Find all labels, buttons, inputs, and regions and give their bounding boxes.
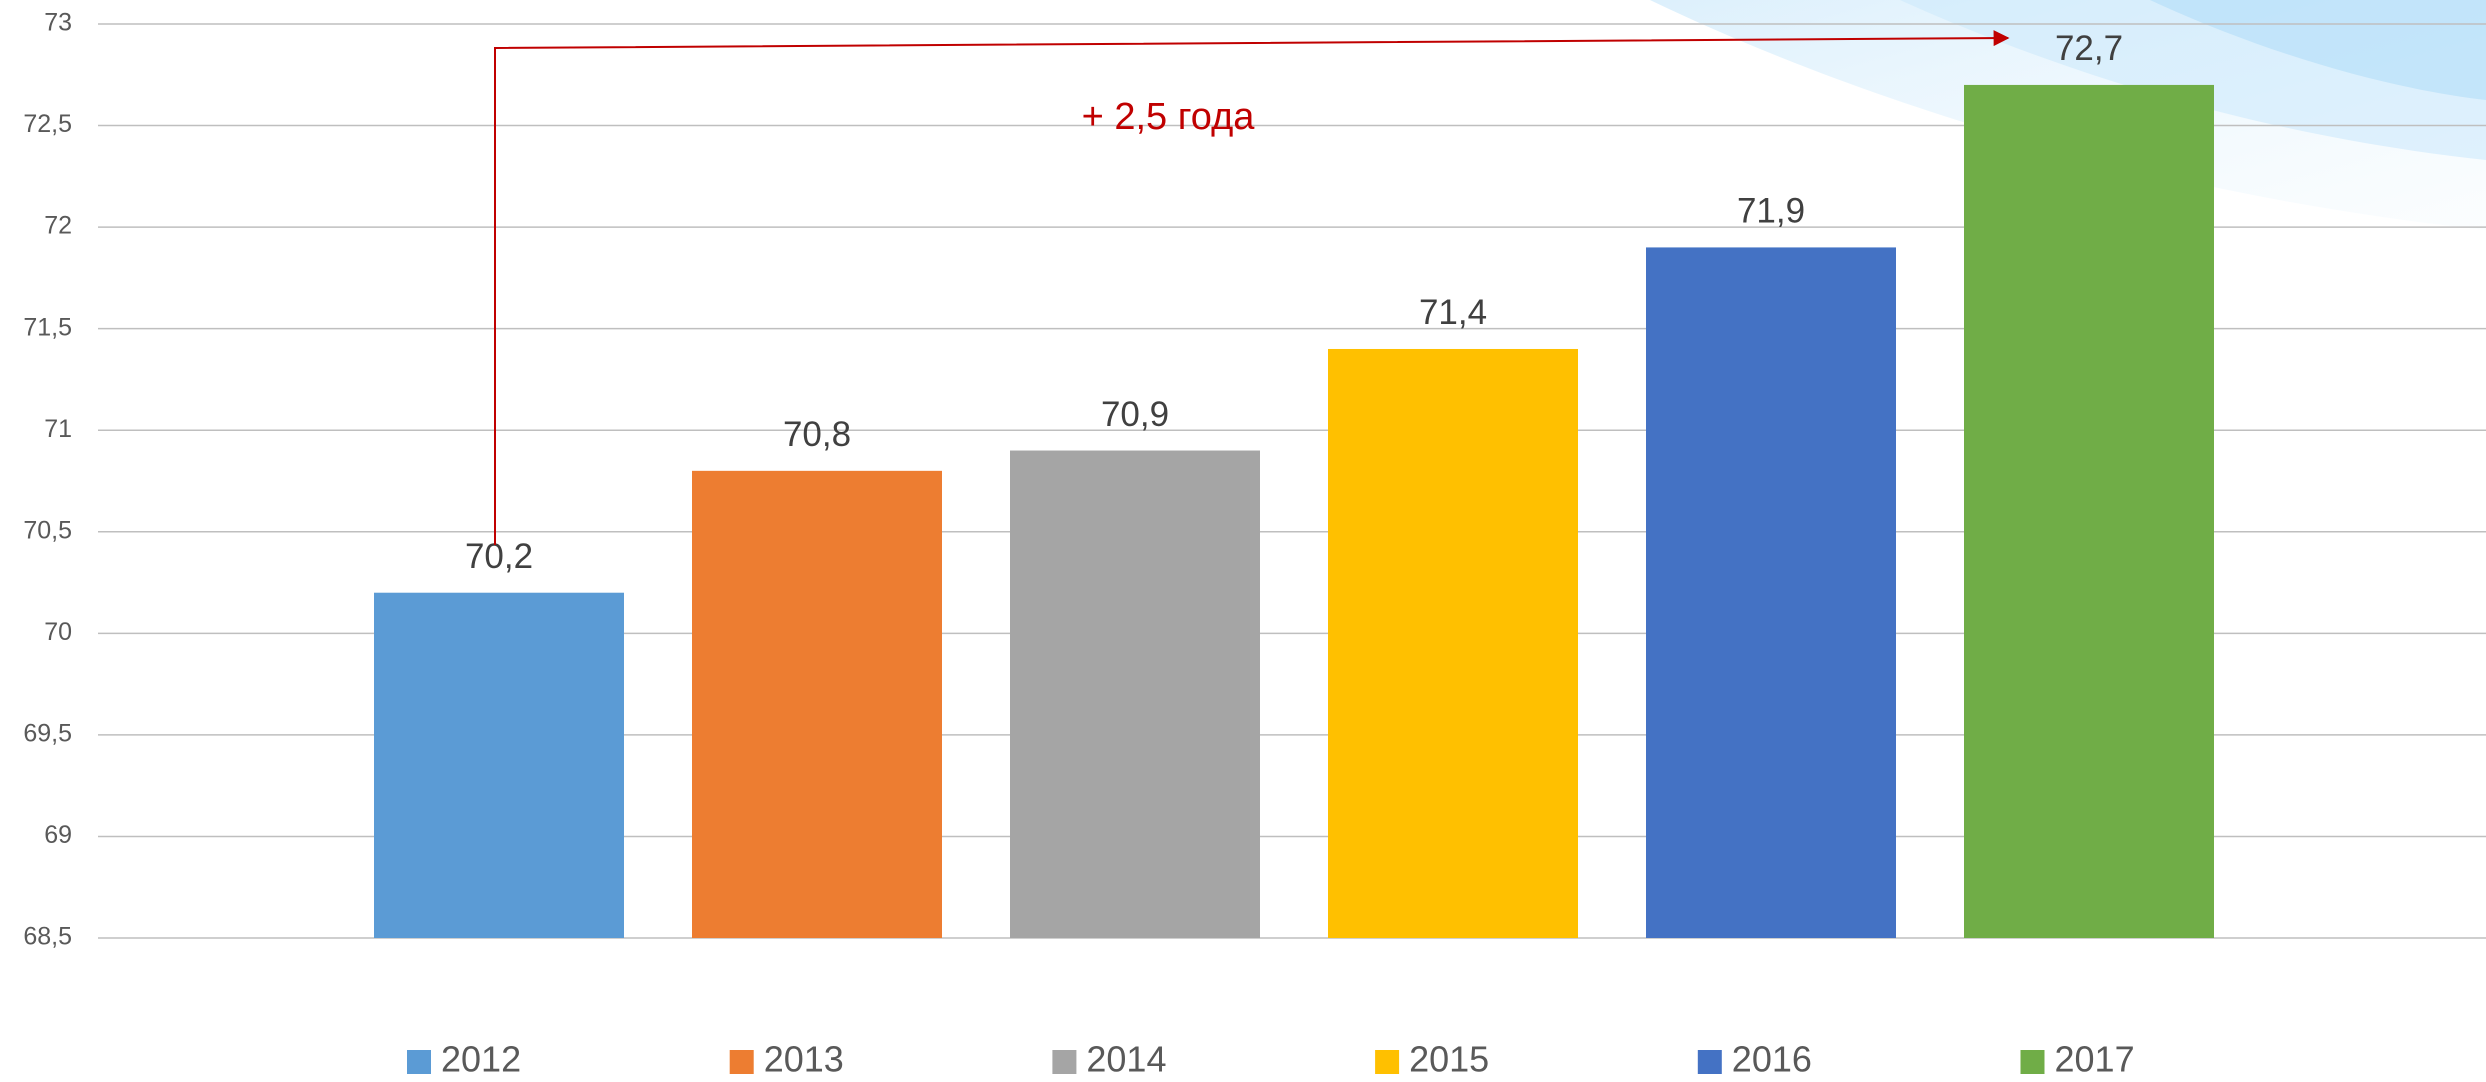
data-label: 70,9 — [1101, 395, 1169, 434]
legend-swatch — [729, 1050, 754, 1074]
bar — [692, 470, 942, 938]
y-tick-label: 73 — [44, 9, 72, 37]
legend-swatch — [2020, 1050, 2045, 1074]
legend-label: 2014 — [1086, 1039, 1166, 1080]
y-tick-label: 70 — [44, 618, 72, 646]
data-label: 70,2 — [465, 537, 533, 576]
y-tick-label: 71,5 — [23, 313, 72, 341]
data-label: 71,9 — [1737, 192, 1805, 231]
bar — [1646, 247, 1896, 938]
legend-label: 2012 — [441, 1039, 521, 1080]
legend-label: 2013 — [764, 1039, 844, 1080]
y-tick-label: 69 — [44, 821, 72, 849]
legend-label: 2016 — [1732, 1039, 1812, 1080]
y-tick-label: 69,5 — [23, 719, 72, 747]
y-tick-label: 71 — [44, 415, 72, 443]
y-tick-label: 70,5 — [23, 516, 72, 544]
data-label: 72,7 — [2055, 29, 2123, 68]
data-label: 70,8 — [783, 415, 851, 454]
bar — [1964, 84, 2214, 938]
y-tick-label: 72,5 — [23, 110, 72, 138]
legend-swatch — [407, 1050, 431, 1074]
legend-swatch — [1697, 1050, 1722, 1074]
y-tick-label: 72 — [44, 212, 72, 240]
legend-swatch — [1375, 1050, 1400, 1074]
y-tick-label: 68,5 — [23, 923, 72, 951]
plot-area: 68,5 69 69,5 70 70,5 71 71,5 72 72,5 73 70,2 2012 70… — [23, 9, 2486, 1080]
bar — [1328, 348, 1578, 938]
data-label: 71,4 — [1419, 293, 1487, 332]
annotation: + 2,5 года — [1082, 96, 1256, 138]
bar — [1010, 450, 1260, 938]
legend-label: 2015 — [1409, 1039, 1489, 1080]
bar — [374, 592, 624, 938]
annotation-arrow — [494, 30, 2010, 545]
legend-swatch — [1052, 1050, 1077, 1074]
legend-label: 2017 — [2055, 1039, 2135, 1080]
